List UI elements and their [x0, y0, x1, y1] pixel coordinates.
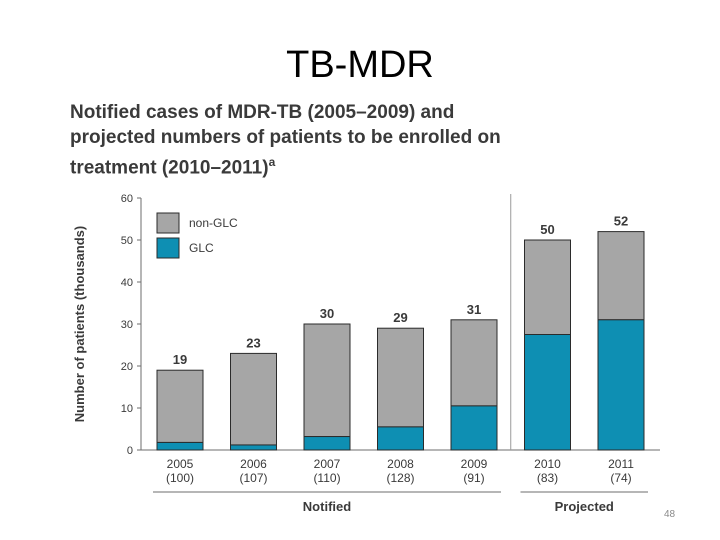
x-tick-sublabel: (110): [313, 471, 340, 485]
legend-swatch: [156, 237, 180, 259]
bar-total-label: 52: [614, 214, 628, 229]
legend-label: GLC: [189, 241, 214, 255]
x-tick-label: 2008: [387, 457, 414, 471]
bar-glc: [303, 436, 351, 451]
slide-title: TB-MDR: [286, 44, 434, 86]
page-number: 48: [664, 509, 676, 520]
x-tick-sublabel: (74): [610, 471, 631, 485]
x-tick-label: 2006: [240, 457, 267, 471]
bar-glc: [450, 405, 498, 451]
x-tick-label: 2010: [534, 457, 561, 471]
group-label: Notified: [303, 499, 351, 514]
group-label: Projected: [555, 499, 614, 514]
y-tick-label: 10: [121, 403, 133, 415]
bar-non-glc: [524, 239, 571, 335]
bar-glc: [597, 319, 645, 451]
bar-non-glc: [597, 231, 645, 321]
chart-title-line-3-text: treatment (2010–2011): [70, 157, 269, 179]
bar-glc: [377, 426, 424, 451]
y-tick-label: 60: [121, 193, 133, 205]
chart-title-line-2: projected numbers of patients to be enro…: [70, 127, 501, 148]
bar-total-label: 50: [540, 222, 554, 237]
bar-non-glc: [303, 323, 351, 438]
x-tick-label: 2009: [461, 457, 488, 471]
bar-total-label: 19: [173, 352, 187, 367]
x-tick-sublabel: (107): [239, 471, 267, 485]
bar-glc: [156, 441, 204, 451]
bar-non-glc: [230, 352, 277, 446]
bar-total-label: 29: [393, 310, 407, 325]
x-tick-sublabel: (83): [537, 471, 558, 485]
y-tick-label: 40: [121, 277, 133, 289]
legend-swatch: [156, 212, 180, 234]
bar-total-label: 30: [320, 306, 334, 321]
chart-title-line-3: treatment (2010–2011)a: [70, 150, 570, 180]
x-tick-label: 2011: [608, 457, 634, 471]
chart-title-line-1: Notified cases of MDR-TB (2005–2009) and: [70, 102, 455, 123]
chart-title-footnote-mark: a: [268, 155, 276, 169]
y-tick-label: 30: [121, 319, 133, 331]
chart-title: Notified cases of MDR-TB (2005–2009) and…: [70, 100, 570, 180]
bar-glc: [524, 334, 571, 451]
y-tick-label: 0: [127, 445, 133, 457]
bar-non-glc: [156, 369, 204, 443]
bar-total-label: 23: [246, 335, 260, 350]
bar-non-glc: [377, 327, 424, 428]
bar-glc: [230, 444, 277, 451]
bar-non-glc: [450, 319, 498, 407]
legend-label: non-GLC: [189, 216, 238, 230]
x-tick-sublabel: (100): [166, 471, 194, 485]
bar-total-label: 31: [467, 302, 481, 317]
x-tick-label: 2007: [314, 457, 341, 471]
y-tick-label: 20: [121, 361, 133, 373]
x-tick-sublabel: (91): [463, 471, 484, 485]
x-tick-label: 2005: [167, 457, 194, 471]
y-axis-label: Number of patients (thousands): [72, 226, 87, 422]
y-tick-label: 50: [121, 235, 133, 247]
x-tick-sublabel: (128): [386, 471, 414, 485]
